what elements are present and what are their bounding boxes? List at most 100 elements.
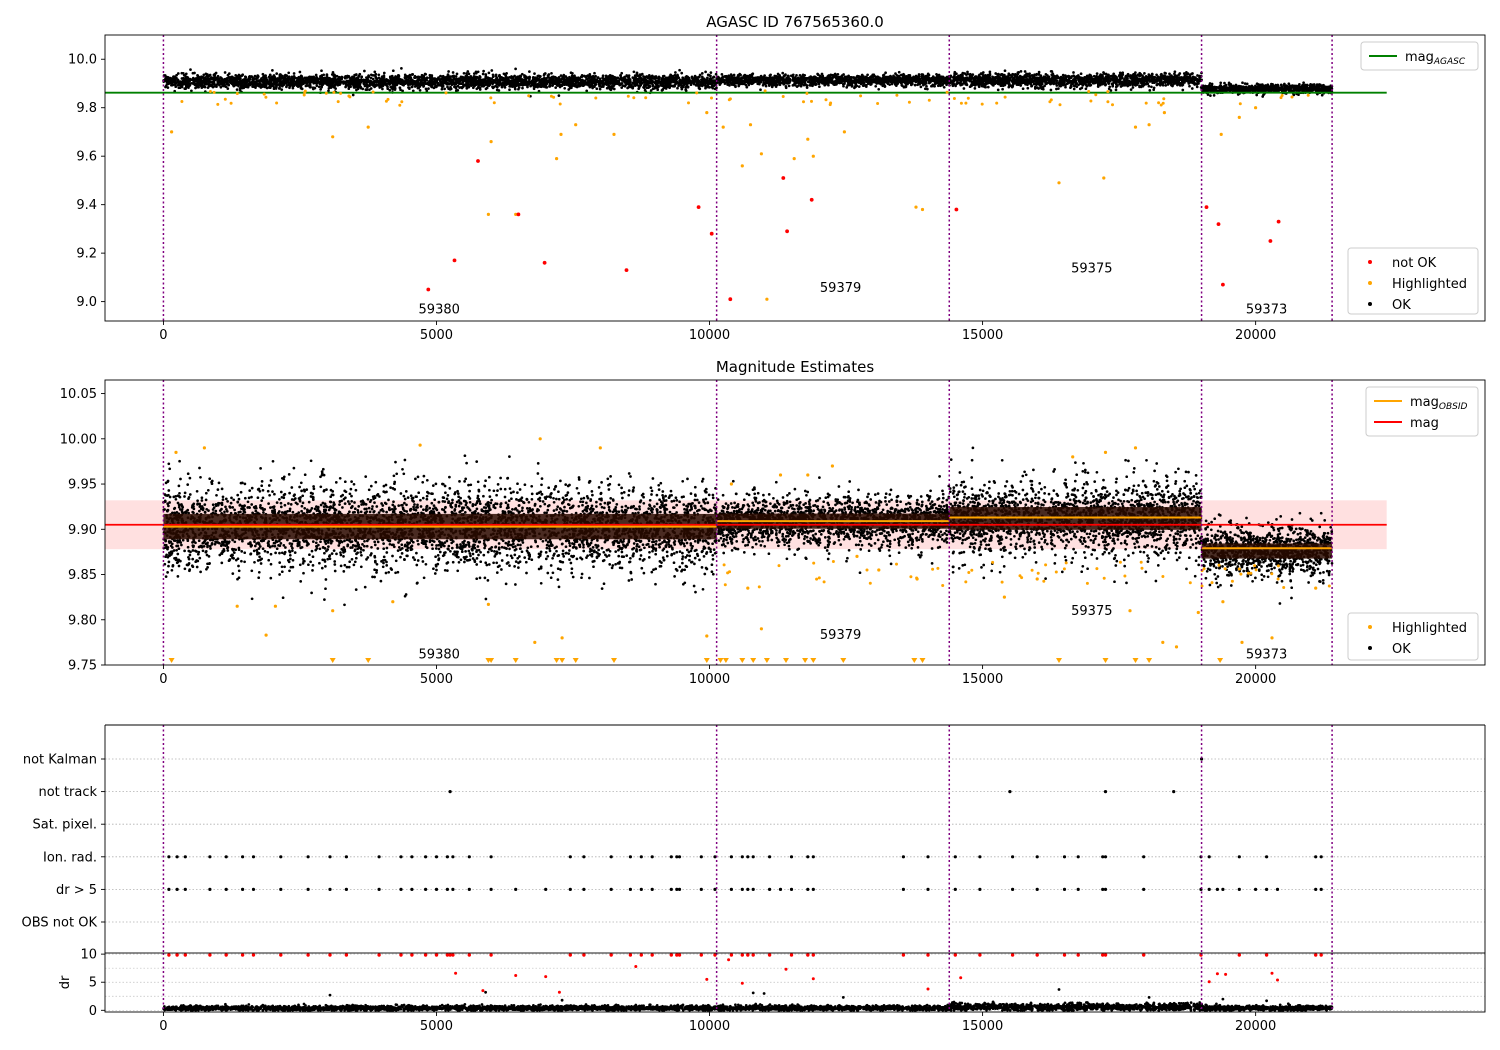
ok-point <box>318 82 322 86</box>
ok-point <box>300 76 304 79</box>
ok-point <box>783 74 786 77</box>
ok-point <box>197 85 200 89</box>
ok-point <box>268 85 272 88</box>
ok-point <box>272 78 275 82</box>
ok-point <box>347 75 351 78</box>
ok-point <box>798 80 801 84</box>
ok-point <box>798 74 802 77</box>
ok-point <box>637 87 641 91</box>
ok-point <box>550 71 553 75</box>
ok-point <box>482 79 486 83</box>
ok-point <box>382 75 386 79</box>
ok-point <box>545 79 548 83</box>
ok-point <box>643 84 647 87</box>
ok-point <box>626 81 629 84</box>
ok-point <box>620 71 624 75</box>
ok-point <box>439 74 443 78</box>
ok-point <box>917 73 921 76</box>
ok-point <box>217 80 221 84</box>
ok-point <box>337 75 341 79</box>
ok-point <box>454 86 458 90</box>
ok-point <box>610 77 614 81</box>
ok-point <box>181 71 185 75</box>
ok-point <box>616 82 619 86</box>
ok-point <box>551 83 554 87</box>
ok-point <box>821 77 825 81</box>
ok-point <box>645 86 649 90</box>
ok-point <box>901 76 905 80</box>
ok-point <box>863 84 867 87</box>
ok-point <box>772 82 775 86</box>
ok-point <box>422 81 426 85</box>
ok-point <box>642 79 646 82</box>
ok-point <box>692 82 696 86</box>
ok-point <box>578 84 581 87</box>
ok-point <box>512 81 516 84</box>
ok-point <box>417 75 421 79</box>
ok-point <box>710 77 713 81</box>
ok-point <box>195 83 199 87</box>
ok-point <box>325 77 329 80</box>
ok-point <box>243 83 246 87</box>
ok-point <box>540 83 544 87</box>
ok-point <box>166 86 170 89</box>
ok-point <box>820 75 824 78</box>
ok-point <box>918 78 921 82</box>
ok-point <box>514 83 518 87</box>
ok-point <box>251 78 255 81</box>
ok-point <box>513 74 516 78</box>
ok-point <box>603 82 606 86</box>
ok-point <box>709 71 713 74</box>
ok-point <box>575 79 578 82</box>
ok-point <box>570 80 574 84</box>
ok-point <box>818 80 821 84</box>
ok-point <box>666 80 670 84</box>
ok-point <box>892 77 896 81</box>
ok-point <box>352 86 356 89</box>
ok-point <box>933 78 936 82</box>
ok-point <box>216 74 220 78</box>
ok-point <box>365 76 368 79</box>
ok-point <box>381 83 385 87</box>
ok-point <box>941 82 945 86</box>
ok-point <box>390 79 394 83</box>
ok-point <box>905 77 909 80</box>
ok-point <box>548 85 551 88</box>
ok-point <box>588 73 592 76</box>
ok-point <box>834 74 838 78</box>
ok-point <box>505 82 509 86</box>
ok-point <box>320 75 323 79</box>
ok-point <box>890 78 893 82</box>
ok-point <box>548 76 552 80</box>
ok-point <box>649 89 653 92</box>
ok-point <box>909 78 913 81</box>
ok-point <box>349 80 352 83</box>
ok-point <box>356 78 360 82</box>
ok-point <box>418 88 422 92</box>
ok-point <box>501 81 504 85</box>
ok-point <box>393 86 397 90</box>
ok-point <box>566 78 569 82</box>
ok-point <box>680 81 684 85</box>
ok-point <box>624 78 628 82</box>
ok-point <box>220 76 223 80</box>
ok-point <box>413 81 417 85</box>
ok-point <box>256 76 260 79</box>
ok-point <box>504 74 508 78</box>
ok-point <box>357 75 360 79</box>
ok-point <box>176 80 180 84</box>
ok-point <box>744 74 748 78</box>
ok-point <box>593 71 596 75</box>
ok-point <box>827 83 830 87</box>
ok-point <box>476 86 480 90</box>
ok-point <box>924 74 928 78</box>
ok-point <box>231 78 234 82</box>
ok-point <box>223 71 227 74</box>
ok-point <box>804 79 807 82</box>
ok-point <box>472 75 476 79</box>
ok-point <box>430 85 434 89</box>
ok-point <box>614 76 618 80</box>
ok-point <box>310 75 314 79</box>
ok-point <box>637 77 640 81</box>
ok-point <box>623 81 627 84</box>
